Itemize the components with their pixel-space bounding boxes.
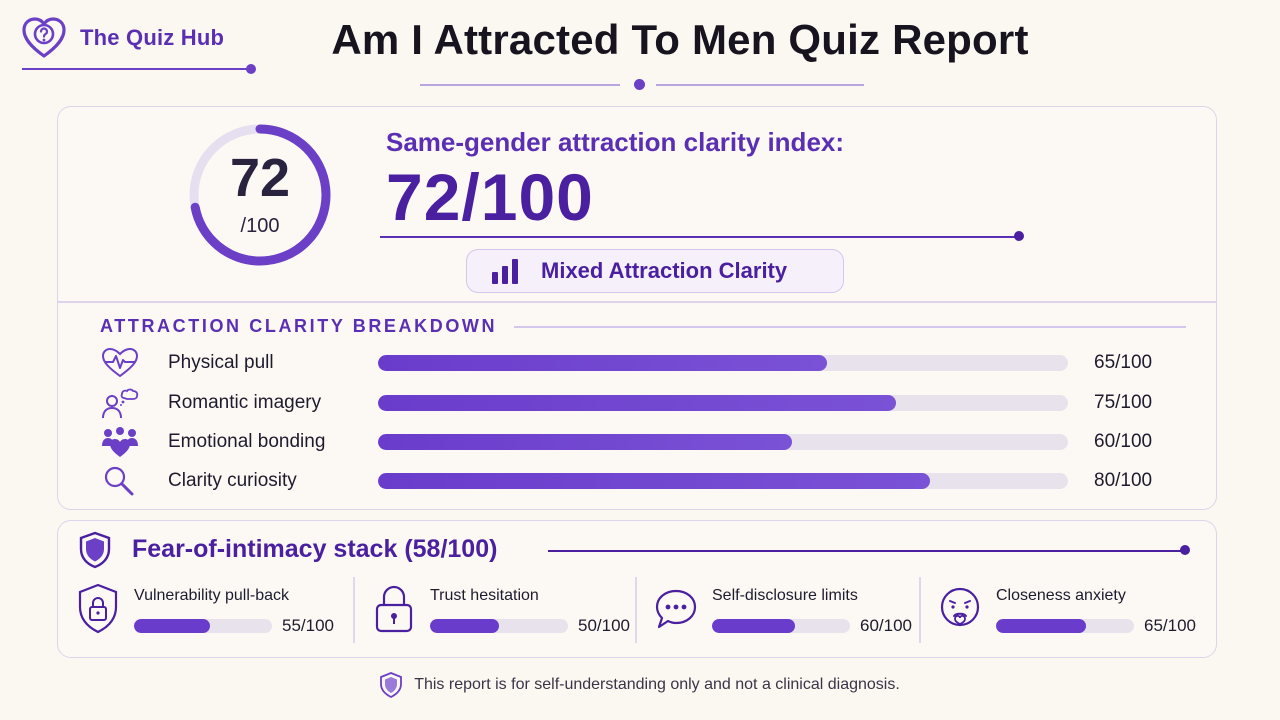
breakdown-section-rule	[514, 326, 1186, 328]
brand-name: The Quiz Hub	[80, 25, 225, 50]
breakdown-row-physical-pull: Physical pull 65/100	[58, 347, 1218, 379]
score-ring	[189, 124, 331, 266]
fear-card: Fear-of-intimacy stack (58/100) Vulnerab…	[57, 520, 1217, 658]
score-card: 72 /100 Same-gender attraction clarity i…	[57, 106, 1217, 510]
padlock-icon	[375, 585, 413, 633]
brand-underline-dot	[246, 64, 256, 74]
breakdown-fill	[378, 355, 827, 371]
fear-separator	[353, 577, 355, 643]
fear-track	[996, 619, 1134, 633]
fear-score: 65/100	[1144, 616, 1196, 635]
title-rule-left	[420, 84, 620, 86]
magnifier-icon	[104, 466, 134, 496]
fear-item-vulnerability: Vulnerability pull-back 55/100	[76, 579, 346, 649]
breakdown-score: 80/100	[1094, 470, 1153, 491]
score-ring-progress	[189, 124, 331, 266]
fear-item-closeness: Closeness anxiety 65/100	[938, 579, 1208, 649]
fear-item-self-disclosure: Self-disclosure limits 60/100	[654, 579, 924, 649]
fear-rule-dot	[1180, 545, 1190, 555]
index-label: Same-gender attraction clarity index:	[386, 127, 845, 157]
bar-chart-icon	[492, 259, 518, 284]
card-divider	[58, 301, 1216, 303]
fear-separator	[635, 577, 637, 643]
fear-item-label: Vulnerability pull-back	[134, 587, 290, 604]
score-ring-denominator: /100	[240, 215, 280, 237]
brand-underline	[22, 68, 250, 70]
fear-item-trust: Trust hesitation 50/100	[372, 579, 642, 649]
footer-text: This report is for self-understanding on…	[414, 676, 900, 693]
breakdown-row-clarity-curiosity: Clarity curiosity 80/100	[58, 465, 1218, 497]
fear-rule	[548, 550, 1184, 552]
breakdown-fill	[378, 473, 930, 489]
breakdown-fill	[378, 395, 896, 411]
score-ring-value: 72	[229, 148, 291, 208]
heart-question-icon	[22, 17, 66, 58]
page-title: Am I Attracted To Men Quiz Report	[331, 16, 1029, 63]
fear-item-label: Self-disclosure limits	[712, 587, 858, 604]
fear-title: Fear-of-intimacy stack (58/100)	[132, 535, 498, 563]
breakdown-score: 75/100	[1094, 392, 1153, 413]
heart-pulse-icon	[101, 347, 139, 378]
clarity-badge-label: Mixed Attraction Clarity	[541, 258, 788, 283]
fear-track	[712, 619, 850, 633]
breakdown-label: Emotional bonding	[168, 431, 326, 452]
fear-separator	[919, 577, 921, 643]
breakdown-label: Physical pull	[168, 352, 274, 373]
fear-fill	[430, 619, 499, 633]
anxious-face-icon	[940, 587, 980, 627]
breakdown-track	[378, 355, 1068, 371]
breakdown-score: 60/100	[1094, 431, 1153, 452]
breakdown-row-emotional-bonding: Emotional bonding 60/100	[58, 426, 1218, 458]
breakdown-fill	[378, 434, 792, 450]
index-rule-dot	[1014, 231, 1024, 241]
fear-track	[430, 619, 568, 633]
breakdown-section-label: ATTRACTION CLARITY BREAKDOWN	[100, 316, 498, 336]
fear-item-label: Closeness anxiety	[996, 587, 1126, 604]
title-rule-dot	[634, 79, 645, 90]
brand[interactable]: The Quiz Hub	[20, 14, 224, 62]
title-rule-right	[656, 84, 864, 86]
footer-disclaimer: This report is for self-understanding on…	[0, 672, 1280, 698]
shield-lock-icon	[78, 583, 118, 634]
clarity-badge: Mixed Attraction Clarity	[466, 249, 844, 293]
fear-score: 60/100	[860, 616, 912, 635]
breakdown-row-romantic-imagery: Romantic imagery 75/100	[58, 387, 1218, 419]
breakdown-label: Romantic imagery	[168, 392, 322, 413]
breakdown-score: 65/100	[1094, 352, 1153, 373]
shield-icon	[380, 672, 403, 698]
fear-fill	[996, 619, 1086, 633]
breakdown-track	[378, 395, 1068, 411]
fear-track	[134, 619, 272, 633]
fear-fill	[134, 619, 210, 633]
index-rule	[380, 236, 1020, 238]
fear-score: 55/100	[282, 616, 334, 635]
group-heart-icon	[102, 427, 138, 457]
shield-icon	[79, 531, 111, 569]
breakdown-track	[378, 473, 1068, 489]
index-value: 72/100	[386, 160, 594, 234]
person-thought-icon	[102, 388, 139, 419]
breakdown-label: Clarity curiosity	[168, 470, 297, 491]
fear-item-label: Trust hesitation	[430, 587, 539, 604]
speech-bubble-icon	[655, 589, 697, 629]
fear-score: 50/100	[578, 616, 630, 635]
fear-fill	[712, 619, 795, 633]
breakdown-track	[378, 434, 1068, 450]
